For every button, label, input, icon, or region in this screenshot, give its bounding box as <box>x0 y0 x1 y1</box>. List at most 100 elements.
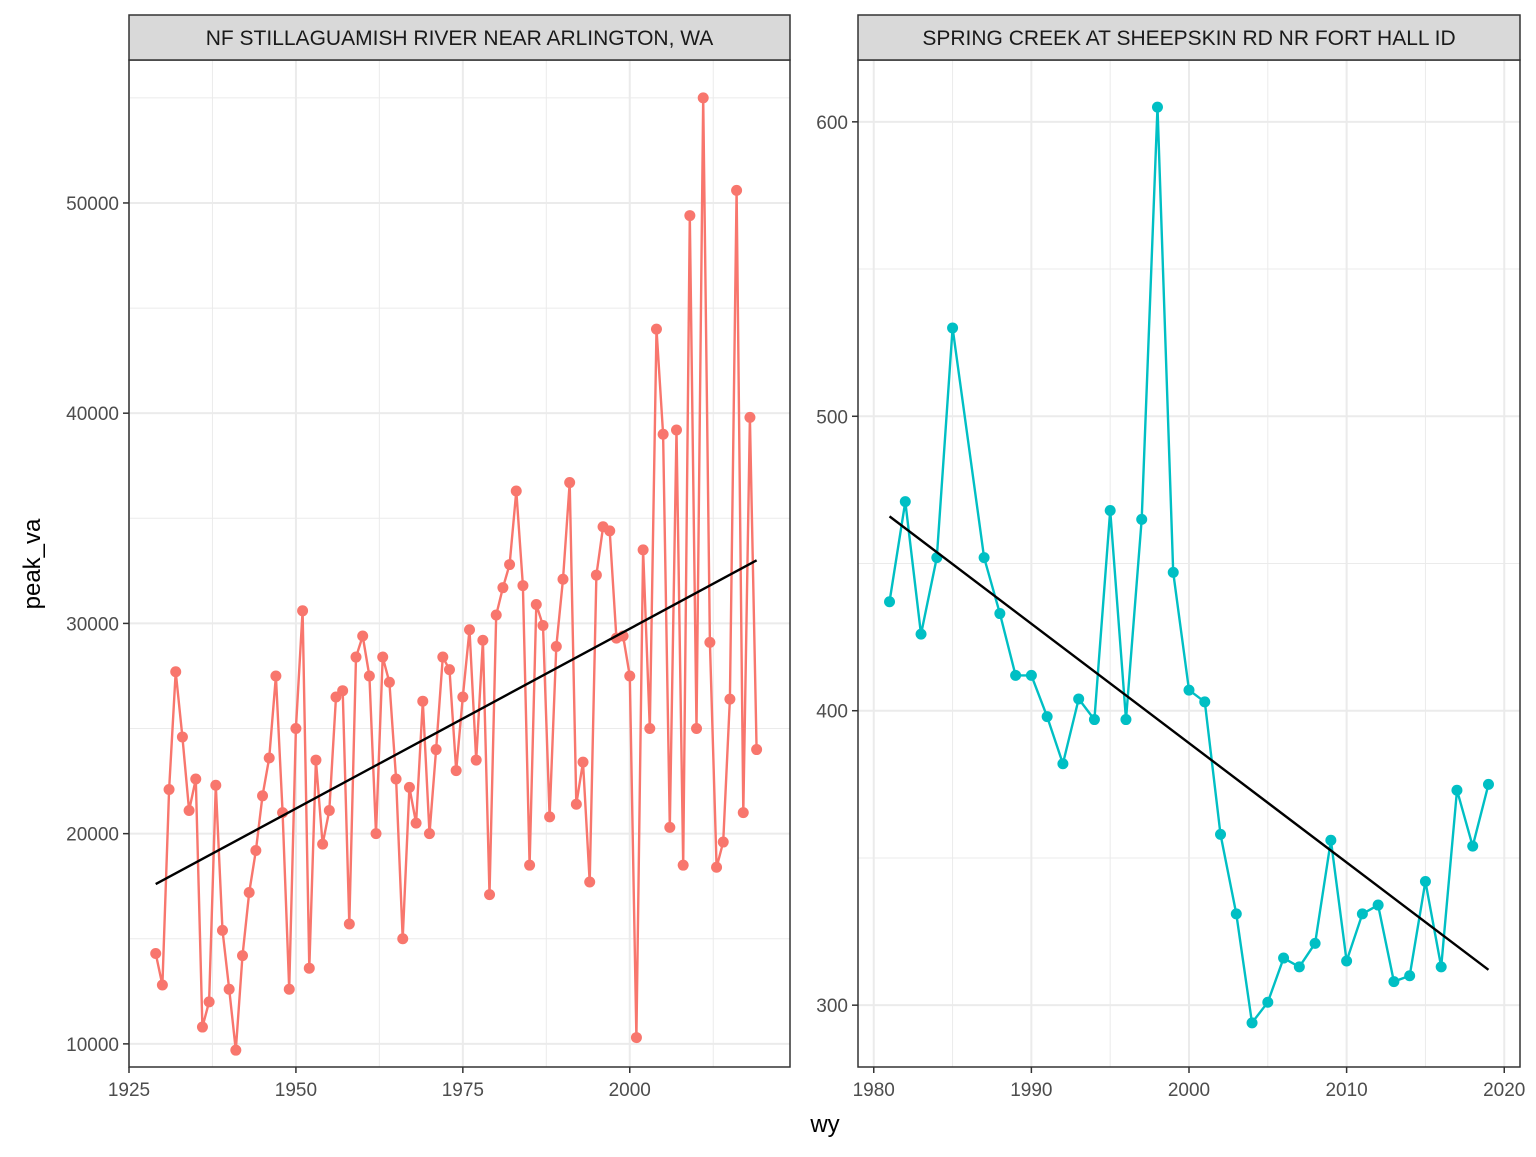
data-point <box>1372 899 1384 911</box>
data-point <box>1325 834 1337 846</box>
data-point <box>915 628 927 640</box>
data-point <box>530 598 542 610</box>
data-point <box>657 428 669 440</box>
facet-strip <box>857 14 1521 61</box>
data-point <box>1073 693 1085 705</box>
data-point <box>1167 566 1179 578</box>
data-point <box>176 731 188 743</box>
data-point <box>497 582 509 594</box>
data-point <box>317 838 329 850</box>
data-point <box>377 651 389 663</box>
data-point <box>1435 961 1447 973</box>
data-point <box>323 805 335 817</box>
data-point <box>303 962 315 974</box>
data-point <box>150 947 162 959</box>
data-point <box>550 641 562 653</box>
data-point <box>350 651 362 663</box>
data-point <box>644 723 656 735</box>
x-tick-label: 1975 <box>442 1080 484 1101</box>
data-point <box>257 790 269 802</box>
facet-strip <box>128 14 791 61</box>
x-tick-label: 2010 <box>1325 1080 1367 1101</box>
data-point <box>1088 714 1100 726</box>
data-point <box>570 798 582 810</box>
data-point <box>423 828 435 840</box>
data-point <box>590 569 602 581</box>
data-point <box>947 322 959 334</box>
data-point <box>390 773 402 785</box>
data-point <box>203 996 215 1008</box>
y-tick-label: 500 <box>816 407 848 428</box>
panel-2: SPRING CREEK AT SHEEPSKIN RD NR FORT HAL… <box>816 14 1525 1101</box>
data-point <box>1010 669 1022 681</box>
data-point <box>1246 1017 1258 1029</box>
x-tick-label: 1950 <box>275 1080 317 1101</box>
data-point <box>190 773 202 785</box>
data-point <box>163 783 175 795</box>
x-tick-label: 1990 <box>1010 1080 1052 1101</box>
data-point <box>170 666 182 678</box>
data-point <box>250 844 262 856</box>
data-point <box>744 411 756 423</box>
data-point <box>1199 696 1211 708</box>
data-point <box>691 723 703 735</box>
data-point <box>237 950 249 962</box>
data-point <box>1451 784 1463 796</box>
data-point <box>430 744 442 756</box>
data-point <box>464 624 476 636</box>
data-point <box>477 634 489 646</box>
data-point <box>670 424 682 436</box>
x-tick-label: 1925 <box>108 1080 150 1101</box>
data-point <box>283 983 295 995</box>
panel-background <box>129 60 790 1067</box>
data-point <box>1388 976 1400 988</box>
data-point <box>717 836 729 848</box>
data-point <box>443 664 455 676</box>
data-point <box>370 828 382 840</box>
y-tick-label: 300 <box>816 996 848 1017</box>
data-point <box>156 979 168 991</box>
data-point <box>724 693 736 705</box>
data-point <box>1136 513 1148 525</box>
data-point <box>537 620 549 632</box>
data-point <box>450 765 462 777</box>
data-point <box>737 807 749 819</box>
data-point <box>664 821 676 833</box>
data-point <box>899 496 911 508</box>
data-point <box>490 609 502 621</box>
data-point <box>524 859 536 871</box>
data-point <box>1341 955 1353 967</box>
data-point <box>216 924 228 936</box>
data-point <box>1025 669 1037 681</box>
data-point <box>684 210 696 222</box>
data-point <box>697 92 709 104</box>
data-point <box>994 608 1006 620</box>
trend-line <box>155 559 758 886</box>
data-point <box>1151 101 1163 113</box>
data-point <box>310 754 322 766</box>
y-tick-label: 40000 <box>66 404 119 425</box>
x-tick-label: 1980 <box>853 1080 895 1101</box>
data-point <box>1041 711 1053 723</box>
y-tick-label: 600 <box>816 113 848 134</box>
data-point <box>650 323 662 335</box>
data-point <box>290 723 302 735</box>
data-point <box>437 651 449 663</box>
data-point <box>1230 908 1242 920</box>
data-point <box>630 1032 642 1044</box>
panel-1: NF STILLAGUAMISH RIVER NEAR ARLINGTON, W… <box>66 14 791 1101</box>
data-point <box>517 580 529 592</box>
x-tick-label: 2020 <box>1483 1080 1525 1101</box>
y-tick-label: 30000 <box>66 614 119 635</box>
data-point <box>624 670 636 682</box>
y-tick-label: 400 <box>816 702 848 723</box>
data-point <box>584 876 596 888</box>
data-point <box>604 525 616 537</box>
data-point <box>337 685 349 697</box>
y-tick-label: 20000 <box>66 825 119 846</box>
data-point <box>196 1021 208 1033</box>
series-line <box>888 105 1490 1024</box>
data-point <box>637 544 649 556</box>
data-point <box>484 889 496 901</box>
data-point <box>1278 952 1290 964</box>
